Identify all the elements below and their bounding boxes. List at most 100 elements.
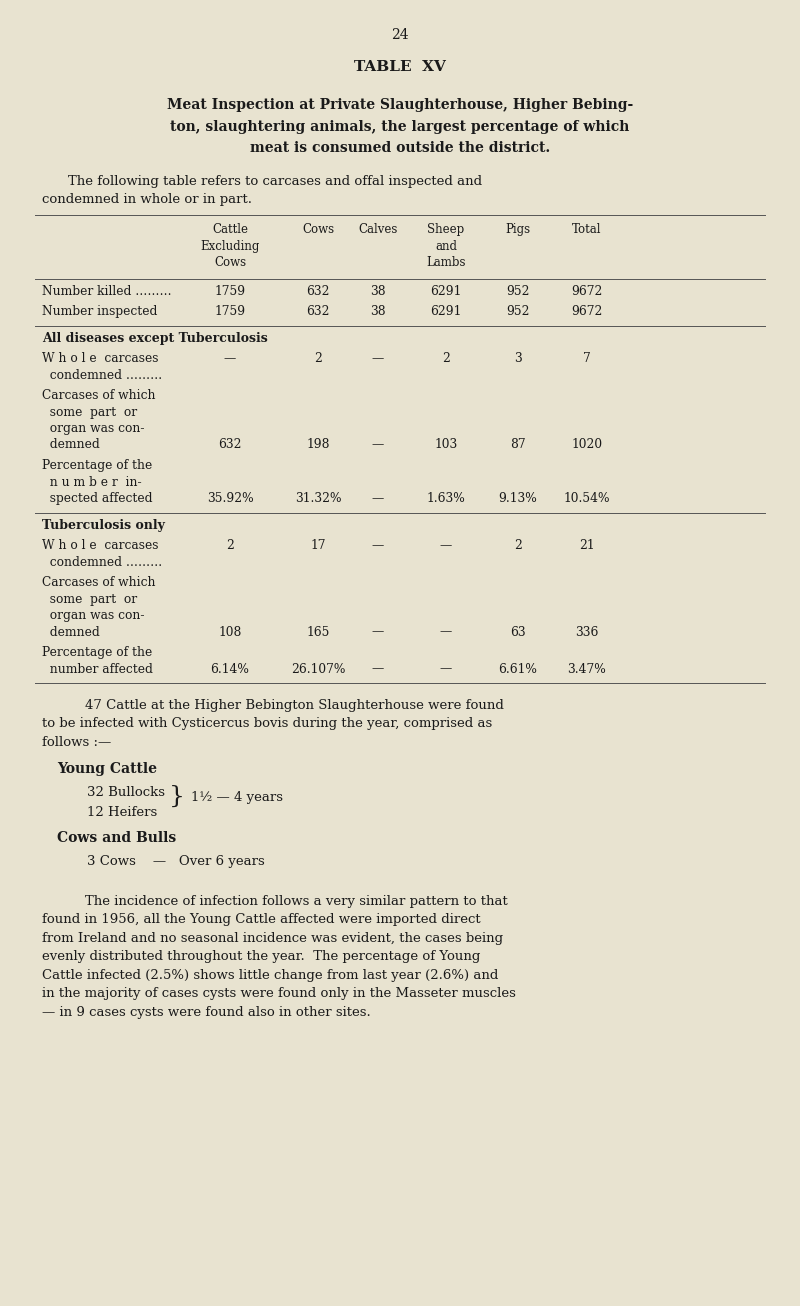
Text: 632: 632 xyxy=(306,306,330,317)
Text: 6.61%: 6.61% xyxy=(498,662,538,675)
Text: 6291: 6291 xyxy=(430,306,462,317)
Text: some  part  or: some part or xyxy=(42,593,137,606)
Text: evenly distributed throughout the year.  The percentage of Young: evenly distributed throughout the year. … xyxy=(42,949,480,963)
Text: and: and xyxy=(435,239,457,252)
Text: 2: 2 xyxy=(442,353,450,364)
Text: 21: 21 xyxy=(579,539,595,552)
Text: The incidence of infection follows a very similar pattern to that: The incidence of infection follows a ver… xyxy=(68,895,508,908)
Text: 1½ — 4 years: 1½ — 4 years xyxy=(191,790,283,803)
Text: Meat Inspection at Private Slaughterhouse, Higher Bebing-: Meat Inspection at Private Slaughterhous… xyxy=(167,98,633,112)
Text: from Ireland and no seasonal incidence was evident, the cases being: from Ireland and no seasonal incidence w… xyxy=(42,931,503,944)
Text: Cows: Cows xyxy=(302,223,334,236)
Text: 632: 632 xyxy=(218,439,242,452)
Text: 12 Heifers: 12 Heifers xyxy=(87,807,158,819)
Text: —: — xyxy=(372,539,384,552)
Text: condemned ………: condemned ……… xyxy=(42,368,162,381)
Text: 24: 24 xyxy=(391,27,409,42)
Text: 9672: 9672 xyxy=(571,306,602,317)
Text: —: — xyxy=(440,626,452,639)
Text: 35.92%: 35.92% xyxy=(206,492,254,505)
Text: 9.13%: 9.13% xyxy=(498,492,538,505)
Text: }: } xyxy=(169,785,185,808)
Text: 32 Bullocks: 32 Bullocks xyxy=(87,786,165,799)
Text: 47 Cattle at the Higher Bebington Slaughterhouse were found: 47 Cattle at the Higher Bebington Slaugh… xyxy=(68,699,504,712)
Text: 3.47%: 3.47% xyxy=(568,662,606,675)
Text: 63: 63 xyxy=(510,626,526,639)
Text: The following table refers to carcases and offal inspected and: The following table refers to carcases a… xyxy=(68,175,482,188)
Text: follows :—: follows :— xyxy=(42,737,111,750)
Text: Pigs: Pigs xyxy=(506,223,530,236)
Text: 2: 2 xyxy=(226,539,234,552)
Text: found in 1956, all the Young Cattle affected were imported direct: found in 1956, all the Young Cattle affe… xyxy=(42,913,481,926)
Text: Young Cattle: Young Cattle xyxy=(57,763,157,777)
Text: 9672: 9672 xyxy=(571,285,602,298)
Text: some  part  or: some part or xyxy=(42,405,137,418)
Text: TABLE  XV: TABLE XV xyxy=(354,60,446,74)
Text: Cows: Cows xyxy=(214,256,246,269)
Text: Carcases of which: Carcases of which xyxy=(42,576,155,589)
Text: 1020: 1020 xyxy=(571,439,602,452)
Text: 17: 17 xyxy=(310,539,326,552)
Text: Number killed ………: Number killed ……… xyxy=(42,285,172,298)
Text: 952: 952 xyxy=(506,306,530,317)
Text: organ was con-: organ was con- xyxy=(42,609,145,622)
Text: 2: 2 xyxy=(314,353,322,364)
Text: Calves: Calves xyxy=(358,223,398,236)
Text: 38: 38 xyxy=(370,285,386,298)
Text: Sheep: Sheep xyxy=(427,223,465,236)
Text: 2: 2 xyxy=(514,539,522,552)
Text: condemned ………: condemned ……… xyxy=(42,555,162,568)
Text: demned: demned xyxy=(42,439,100,452)
Text: to be infected with Cysticercus bovis during the year, comprised as: to be infected with Cysticercus bovis du… xyxy=(42,717,492,730)
Text: spected affected: spected affected xyxy=(42,492,153,505)
Text: Cattle: Cattle xyxy=(212,223,248,236)
Text: 10.54%: 10.54% xyxy=(564,492,610,505)
Text: Percentage of the: Percentage of the xyxy=(42,646,152,660)
Text: Cows and Bulls: Cows and Bulls xyxy=(57,831,176,845)
Text: —: — xyxy=(440,662,452,675)
Text: Percentage of the: Percentage of the xyxy=(42,458,152,471)
Text: 3: 3 xyxy=(514,353,522,364)
Text: 6291: 6291 xyxy=(430,285,462,298)
Text: 336: 336 xyxy=(575,626,598,639)
Text: 38: 38 xyxy=(370,306,386,317)
Text: 31.32%: 31.32% xyxy=(294,492,342,505)
Text: 1.63%: 1.63% xyxy=(426,492,466,505)
Text: —: — xyxy=(372,626,384,639)
Text: in the majority of cases cysts were found only in the Masseter muscles: in the majority of cases cysts were foun… xyxy=(42,987,516,1000)
Text: 103: 103 xyxy=(434,439,458,452)
Text: 165: 165 xyxy=(306,626,330,639)
Text: —: — xyxy=(224,353,236,364)
Text: Number inspected: Number inspected xyxy=(42,306,158,317)
Text: Cattle infected (2.5%) shows little change from last year (2.6%) and: Cattle infected (2.5%) shows little chan… xyxy=(42,969,498,982)
Text: —: — xyxy=(372,353,384,364)
Text: —: — xyxy=(440,539,452,552)
Text: Carcases of which: Carcases of which xyxy=(42,389,155,402)
Text: — in 9 cases cysts were found also in other sites.: — in 9 cases cysts were found also in ot… xyxy=(42,1006,370,1019)
Text: —: — xyxy=(372,492,384,505)
Text: meat is consumed outside the district.: meat is consumed outside the district. xyxy=(250,141,550,155)
Text: 632: 632 xyxy=(306,285,330,298)
Text: demned: demned xyxy=(42,626,100,639)
Text: —: — xyxy=(372,662,384,675)
Text: Excluding: Excluding xyxy=(200,239,260,252)
Text: 26.107%: 26.107% xyxy=(291,662,345,675)
Text: 198: 198 xyxy=(306,439,330,452)
Text: 108: 108 xyxy=(218,626,242,639)
Text: ton, slaughtering animals, the largest percentage of which: ton, slaughtering animals, the largest p… xyxy=(170,120,630,133)
Text: W h o l e  carcases: W h o l e carcases xyxy=(42,353,158,364)
Text: Lambs: Lambs xyxy=(426,256,466,269)
Text: All diseases except Tuberculosis: All diseases except Tuberculosis xyxy=(42,332,268,345)
Text: Total: Total xyxy=(572,223,602,236)
Text: —: — xyxy=(372,439,384,452)
Text: 1759: 1759 xyxy=(214,306,246,317)
Text: 6.14%: 6.14% xyxy=(210,662,250,675)
Text: Tuberculosis only: Tuberculosis only xyxy=(42,518,165,532)
Text: 3 Cows    —   Over 6 years: 3 Cows — Over 6 years xyxy=(87,854,265,867)
Text: 952: 952 xyxy=(506,285,530,298)
Text: condemned in whole or in part.: condemned in whole or in part. xyxy=(42,193,252,206)
Text: 1759: 1759 xyxy=(214,285,246,298)
Text: number affected: number affected xyxy=(42,662,153,675)
Text: 7: 7 xyxy=(583,353,591,364)
Text: n u m b e r  in-: n u m b e r in- xyxy=(42,475,142,488)
